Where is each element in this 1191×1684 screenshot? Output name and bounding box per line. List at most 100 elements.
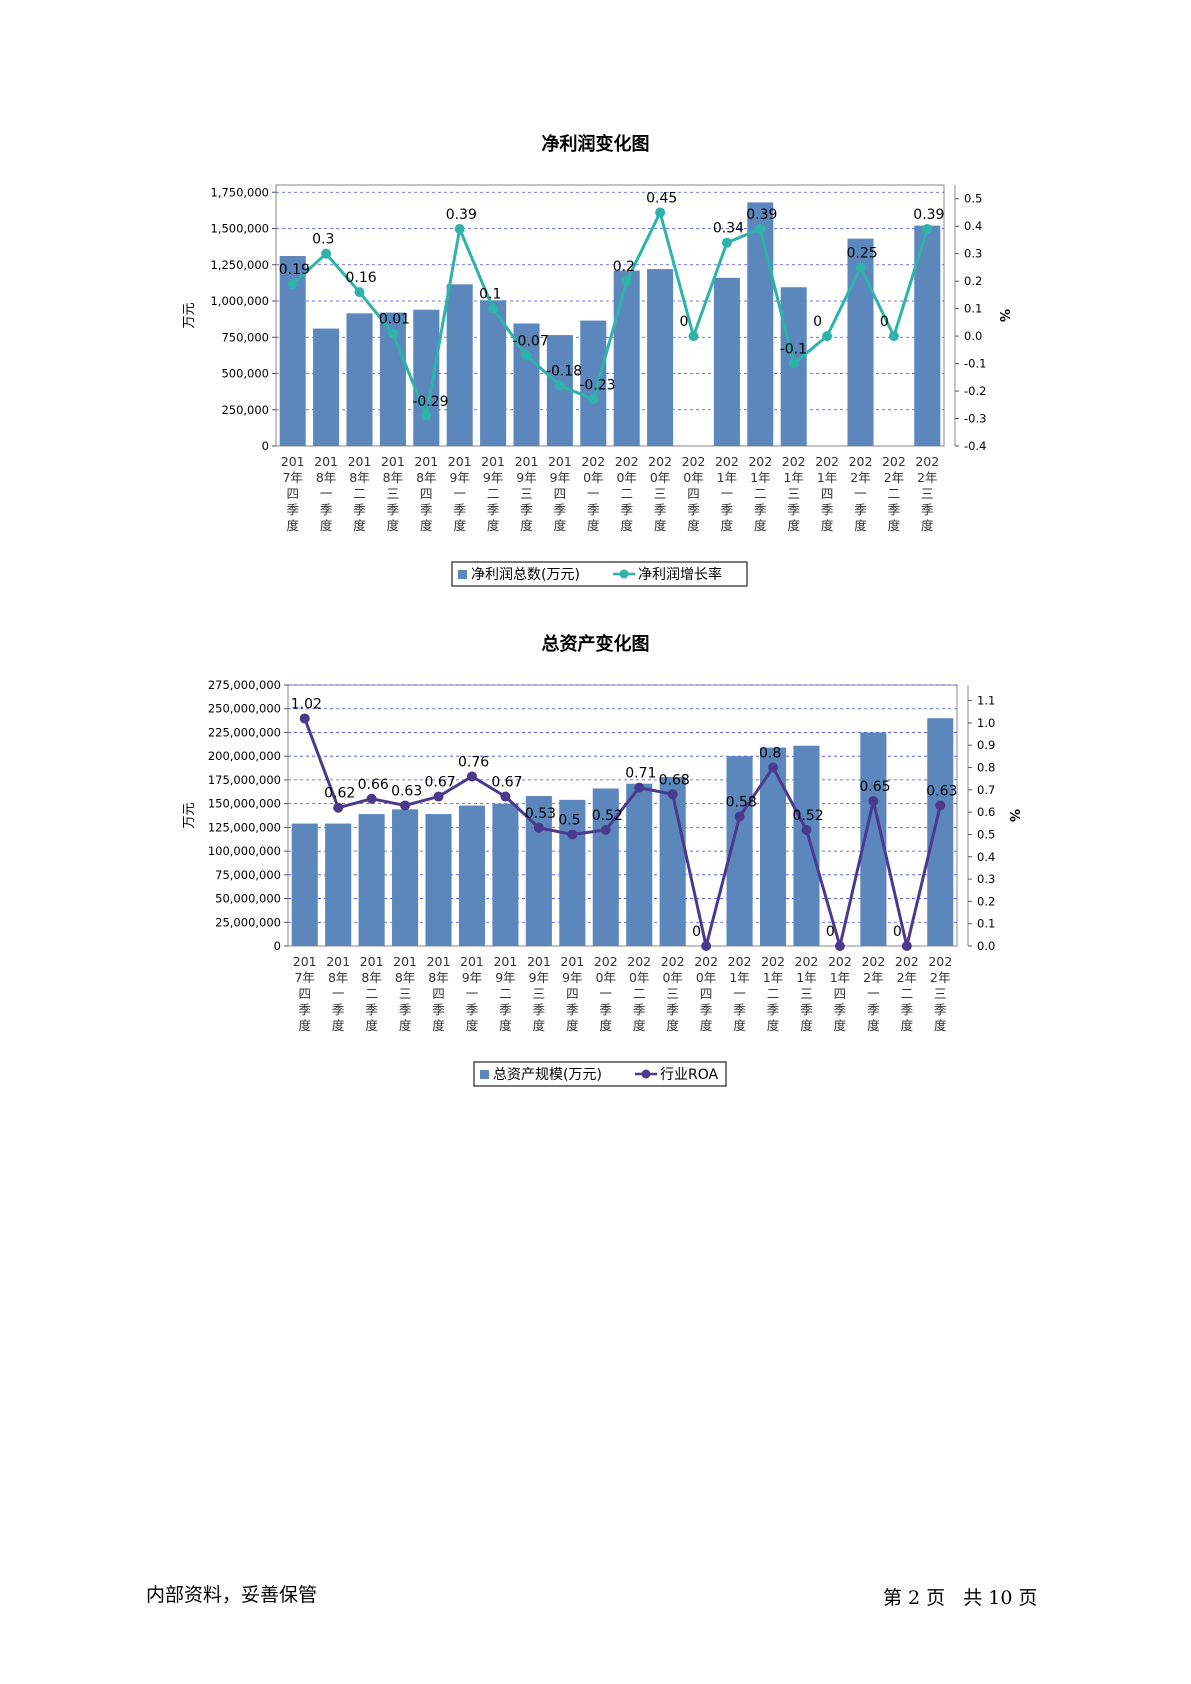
x-tick-label: 7年 xyxy=(282,470,302,485)
x-tick-label: 1年 xyxy=(763,970,783,985)
page-word: 第 xyxy=(883,1587,903,1609)
total-word: 共 xyxy=(963,1587,983,1609)
data-label: 0.3 xyxy=(312,232,334,248)
x-tick-label: 一 xyxy=(332,986,345,1001)
data-point xyxy=(466,771,477,782)
data-label: 0.68 xyxy=(659,772,690,788)
x-tick-label: 三 xyxy=(399,986,412,1001)
x-tick-label: 季 xyxy=(834,1002,847,1017)
y-tick-label: 1,750,000 xyxy=(210,185,269,199)
data-label: 0.25 xyxy=(847,245,878,261)
x-tick-label: 201 xyxy=(393,954,417,969)
x-tick-label: 201 xyxy=(527,954,551,969)
y-tick-label: 75,000,000 xyxy=(215,868,281,882)
x-tick-label: 2年 xyxy=(863,970,883,985)
bar xyxy=(392,809,419,946)
x-tick-label: 202 xyxy=(895,954,919,969)
data-point xyxy=(366,793,377,804)
x-tick-label: 季 xyxy=(821,502,834,517)
y-tick-label: 225,000,000 xyxy=(208,725,281,739)
data-label: -0.18 xyxy=(546,364,582,380)
data-point xyxy=(600,825,611,835)
x-tick-label: 四 xyxy=(834,986,847,1001)
data-label: 0.76 xyxy=(458,754,489,770)
x-tick-label: 二 xyxy=(754,486,767,501)
y2-tick-label: 0.1 xyxy=(964,302,982,316)
x-tick-label: 四 xyxy=(286,486,299,501)
x-tick-label: 2年 xyxy=(850,470,870,485)
x-tick-label: 一 xyxy=(587,486,600,501)
bar xyxy=(291,823,318,946)
y-tick-label: 50,000,000 xyxy=(215,892,281,906)
x-tick-label: 度 xyxy=(921,518,934,533)
data-point xyxy=(521,350,532,361)
data-point xyxy=(421,410,432,421)
data-label: 0.45 xyxy=(646,190,677,206)
y-tick-label: 750,000 xyxy=(221,330,269,344)
x-tick-label: 201 xyxy=(515,454,539,469)
legend-item: 行业ROA xyxy=(660,1067,719,1083)
data-label: 0.39 xyxy=(746,207,777,223)
data-label: 0.65 xyxy=(859,779,890,795)
data-point xyxy=(755,223,766,234)
confidential-notice: 内部资料，妥善保管 xyxy=(146,1584,318,1606)
x-tick-label: 一 xyxy=(600,986,613,1001)
x-tick-label: 二 xyxy=(499,986,512,1001)
x-tick-label: 201 xyxy=(560,954,584,969)
chart-title: 总资产变化图 xyxy=(541,634,650,655)
y-tick-label: 1,500,000 xyxy=(210,222,269,236)
x-tick-label: 度 xyxy=(365,1018,378,1033)
bar xyxy=(592,788,619,946)
legend-box xyxy=(451,561,748,587)
x-tick-label: 三 xyxy=(921,486,934,501)
x-tick-label: 8年 xyxy=(361,970,381,985)
x-tick-label: 度 xyxy=(520,518,533,533)
x-tick-label: 1年 xyxy=(717,470,737,485)
data-label: 0 xyxy=(813,314,822,330)
x-tick-label: 202 xyxy=(594,954,618,969)
x-tick-label: 1年 xyxy=(796,970,816,985)
x-tick-label: 201 xyxy=(414,454,438,469)
y2-tick-label: 0.4 xyxy=(977,850,995,864)
x-tick-label: 度 xyxy=(854,518,867,533)
x-tick-label: 季 xyxy=(800,1002,813,1017)
x-tick-label: 四 xyxy=(432,986,445,1001)
data-point xyxy=(855,262,866,273)
x-tick-label: 度 xyxy=(554,518,567,533)
data-point xyxy=(321,248,332,259)
x-tick-label: 201 xyxy=(326,954,350,969)
x-tick-label: 一 xyxy=(453,486,466,501)
x-tick-label: 二 xyxy=(365,986,378,1001)
data-point xyxy=(634,782,645,793)
x-tick-label: 季 xyxy=(286,502,299,517)
x-tick-label: 二 xyxy=(633,986,646,1001)
bar xyxy=(446,284,473,446)
y2-tick-label: 0.0 xyxy=(964,329,982,343)
data-label: 0.63 xyxy=(926,783,957,799)
data-label: 0.19 xyxy=(279,262,310,278)
x-tick-label: 度 xyxy=(787,518,800,533)
y2-tick-label: 0.5 xyxy=(977,827,995,841)
legend: 净利润总数(万元) 净利润增长率 xyxy=(451,561,748,587)
data-point xyxy=(454,223,465,234)
bar xyxy=(580,320,607,446)
x-tick-label: 三 xyxy=(666,986,679,1001)
data-label: 0.39 xyxy=(446,207,477,223)
x-tick-label: 201 xyxy=(293,954,317,969)
y2-tick-label: 0.2 xyxy=(964,274,982,288)
bar xyxy=(847,238,874,446)
chart-title: 净利润变化图 xyxy=(541,134,650,155)
x-tick-label: 四 xyxy=(821,486,834,501)
x-tick-label: 202 xyxy=(782,454,806,469)
data-label: 0.67 xyxy=(425,775,456,791)
x-tick-label: 三 xyxy=(787,486,800,501)
x-tick-label: 一 xyxy=(721,486,734,501)
y-tick-label: 175,000,000 xyxy=(208,773,281,787)
page-number: 2 xyxy=(908,1587,921,1609)
x-tick-label: 度 xyxy=(420,518,433,533)
x-tick-label: 202 xyxy=(928,954,952,969)
x-tick-label: 8年 xyxy=(395,970,415,985)
x-tick-label: 0年 xyxy=(683,470,703,485)
x-tick-label: 201 xyxy=(460,954,484,969)
